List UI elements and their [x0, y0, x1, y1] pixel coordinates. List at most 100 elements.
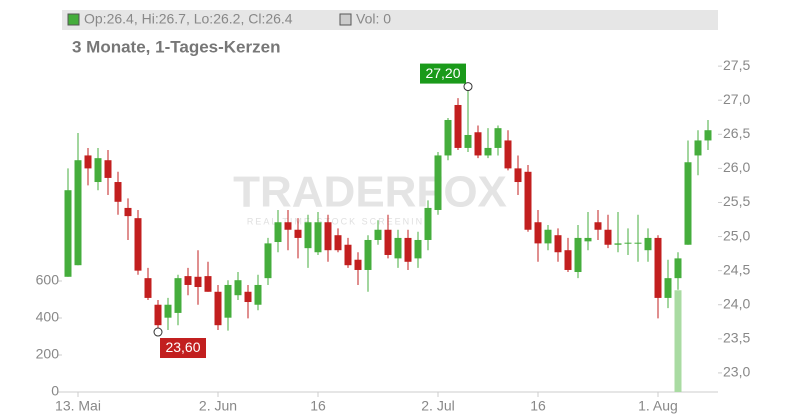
- candle-body: [614, 243, 622, 245]
- candle-body: [334, 235, 342, 251]
- candle-body: [134, 218, 142, 271]
- x-tick-label: 16: [530, 398, 546, 414]
- candle-body: [284, 222, 292, 230]
- candle-body: [434, 155, 442, 210]
- candle-body: [104, 160, 112, 178]
- candle-body: [564, 250, 572, 270]
- y-tick-label: 24,5: [723, 261, 750, 277]
- candle-body: [374, 229, 382, 240]
- candle-body: [664, 278, 672, 298]
- candle-body: [654, 237, 662, 298]
- x-tick-label: 1. Aug: [638, 398, 678, 414]
- candle-body: [514, 168, 522, 183]
- volume-bar: [674, 290, 682, 392]
- y-tick-label: 26,5: [723, 125, 750, 141]
- candle-body: [274, 222, 282, 243]
- legend-ohlc: Op:26.4, Hi:26.7, Lo:26.2, Cl:26.4: [84, 11, 293, 27]
- candle-body: [464, 134, 472, 148]
- watermark-tagline: REAL TIME STOCK SCREENING: [247, 216, 433, 226]
- candle-body: [684, 162, 692, 245]
- candle-body: [504, 140, 512, 169]
- annotation-marker: [463, 82, 473, 92]
- candle-body: [624, 242, 632, 244]
- y-tick-label: 27,5: [723, 57, 750, 73]
- candle-body: [204, 276, 212, 292]
- annotation-box: [420, 63, 466, 84]
- candle-body: [144, 278, 152, 298]
- candle-body: [604, 229, 612, 245]
- x-tick-label: 13. Mai: [55, 398, 101, 414]
- candle-body: [314, 222, 322, 253]
- candle-body: [694, 140, 702, 156]
- candle-body: [224, 284, 232, 318]
- candle-body: [174, 278, 182, 313]
- candle-body: [554, 235, 562, 253]
- candle-body: [304, 222, 312, 249]
- candle-body: [484, 147, 492, 156]
- y2-tick-label: 200: [36, 346, 60, 362]
- candle-body: [214, 291, 222, 326]
- y2-tick-label: 0: [51, 383, 59, 399]
- subtitle: 3 Monate, 1-Tages-Kerzen: [72, 37, 280, 56]
- x-tick-label: 2. Jun: [199, 398, 237, 414]
- annotation-label: 23,60: [165, 339, 200, 355]
- candle-body: [74, 160, 82, 266]
- y-tick-label: 26,0: [723, 159, 750, 175]
- candle-body: [534, 222, 542, 244]
- candle-body: [194, 276, 202, 288]
- candle-body: [364, 239, 372, 270]
- candle-body: [164, 304, 172, 318]
- candle-body: [394, 237, 402, 259]
- annotation-label: 27,20: [425, 65, 460, 81]
- candle-body: [244, 291, 252, 303]
- annotation-marker: [153, 327, 163, 337]
- candle-body: [384, 229, 392, 255]
- candle-body: [94, 158, 102, 183]
- candle-body: [114, 182, 122, 202]
- candle-body: [354, 259, 362, 270]
- candle-body: [474, 132, 482, 156]
- y-tick-label: 24,0: [723, 295, 750, 311]
- candle-body: [154, 304, 162, 326]
- y-tick-label: 27,0: [723, 91, 750, 107]
- candle-body: [64, 190, 72, 277]
- candle-body: [234, 280, 242, 296]
- candle-body: [254, 284, 262, 305]
- y2-tick-label: 600: [36, 272, 60, 288]
- legend-ohlc-swatch: [67, 13, 80, 26]
- y-tick-label: 25,0: [723, 227, 750, 243]
- candle-body: [424, 207, 432, 240]
- x-tick-label: 2. Jul: [421, 398, 454, 414]
- legend-volume-swatch: [339, 13, 352, 26]
- legend-volume: Vol: 0: [356, 11, 391, 27]
- candle-body: [704, 130, 712, 141]
- candle-body: [584, 237, 592, 242]
- annotation-box: [160, 338, 206, 359]
- candle-body: [444, 119, 452, 156]
- candle-body: [264, 243, 272, 279]
- y-tick-label: 23,0: [723, 364, 750, 380]
- y2-tick-label: 400: [36, 309, 60, 325]
- candle-body: [674, 258, 682, 279]
- watermark-logo: TRADERFOX: [233, 168, 507, 217]
- candle-body: [414, 239, 422, 259]
- candle-body: [524, 171, 532, 230]
- y-tick-label: 23,5: [723, 330, 750, 346]
- candle-body: [84, 155, 92, 169]
- candle-body: [404, 237, 412, 262]
- candle-body: [544, 229, 552, 244]
- legend-bar: [62, 10, 718, 30]
- candle-body: [344, 244, 352, 266]
- candle-body: [454, 104, 462, 148]
- candle-body: [574, 237, 582, 273]
- y-tick-label: 25,5: [723, 193, 750, 209]
- candle-body: [324, 222, 332, 251]
- candle-body: [294, 229, 302, 238]
- x-tick-label: 16: [310, 398, 326, 414]
- candle-body: [184, 276, 192, 285]
- candle-body: [124, 207, 132, 217]
- candle-body: [494, 128, 502, 148]
- candle-body: [594, 222, 602, 230]
- candle-body: [644, 237, 652, 251]
